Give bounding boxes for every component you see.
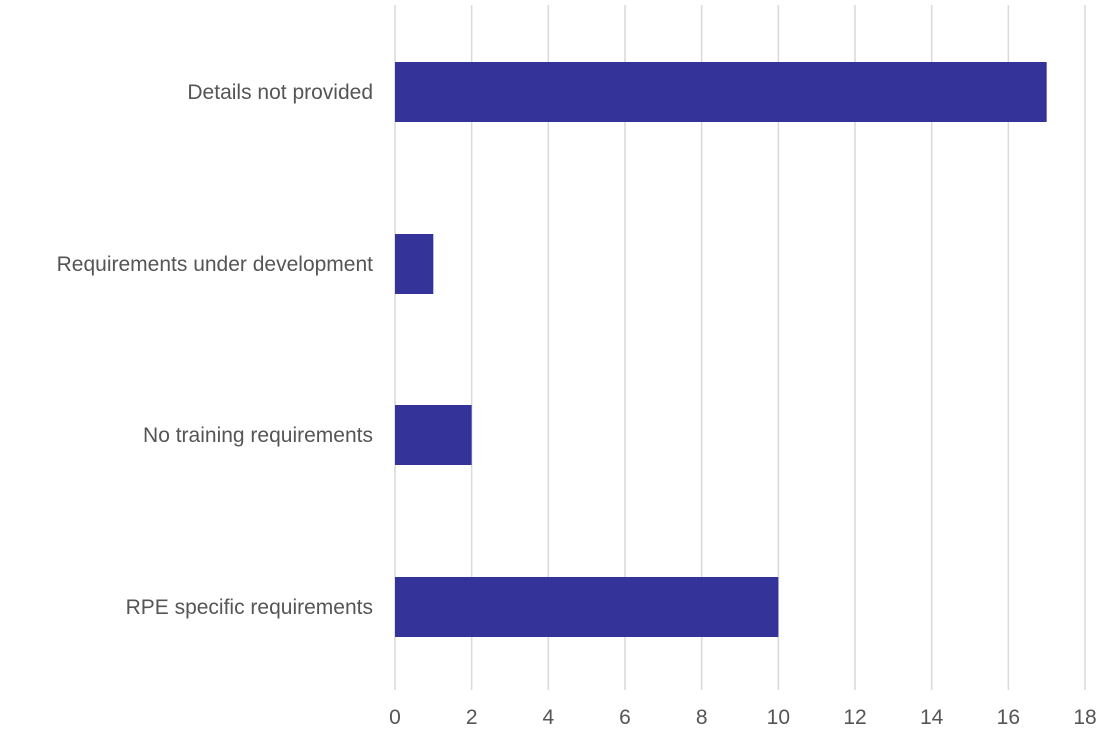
bar (395, 577, 779, 637)
x-tick-label: 12 (843, 706, 866, 729)
x-tick-label: 10 (767, 706, 790, 729)
x-tick-label: 8 (696, 706, 708, 729)
x-tick-label: 2 (466, 706, 478, 729)
bars (395, 62, 1047, 637)
x-tick-label: 0 (389, 706, 401, 729)
x-tick-label: 14 (920, 706, 944, 729)
category-labels: Details not provided Requirements under d… (57, 81, 374, 619)
category-label: Requirements under development (57, 253, 374, 276)
category-label: RPE specific requirements (126, 596, 373, 619)
bar (395, 234, 434, 294)
bar (395, 405, 472, 465)
x-tick-label: 18 (1073, 706, 1096, 729)
x-tick-label: 4 (542, 706, 554, 729)
category-label: Details not provided (187, 81, 373, 104)
bar (395, 62, 1047, 122)
x-axis-tick-labels: 0 2 4 6 8 10 12 14 16 18 (389, 706, 1097, 729)
x-tick-label: 6 (619, 706, 631, 729)
x-tick-label: 16 (997, 706, 1020, 729)
category-label: No training requirements (143, 424, 373, 447)
